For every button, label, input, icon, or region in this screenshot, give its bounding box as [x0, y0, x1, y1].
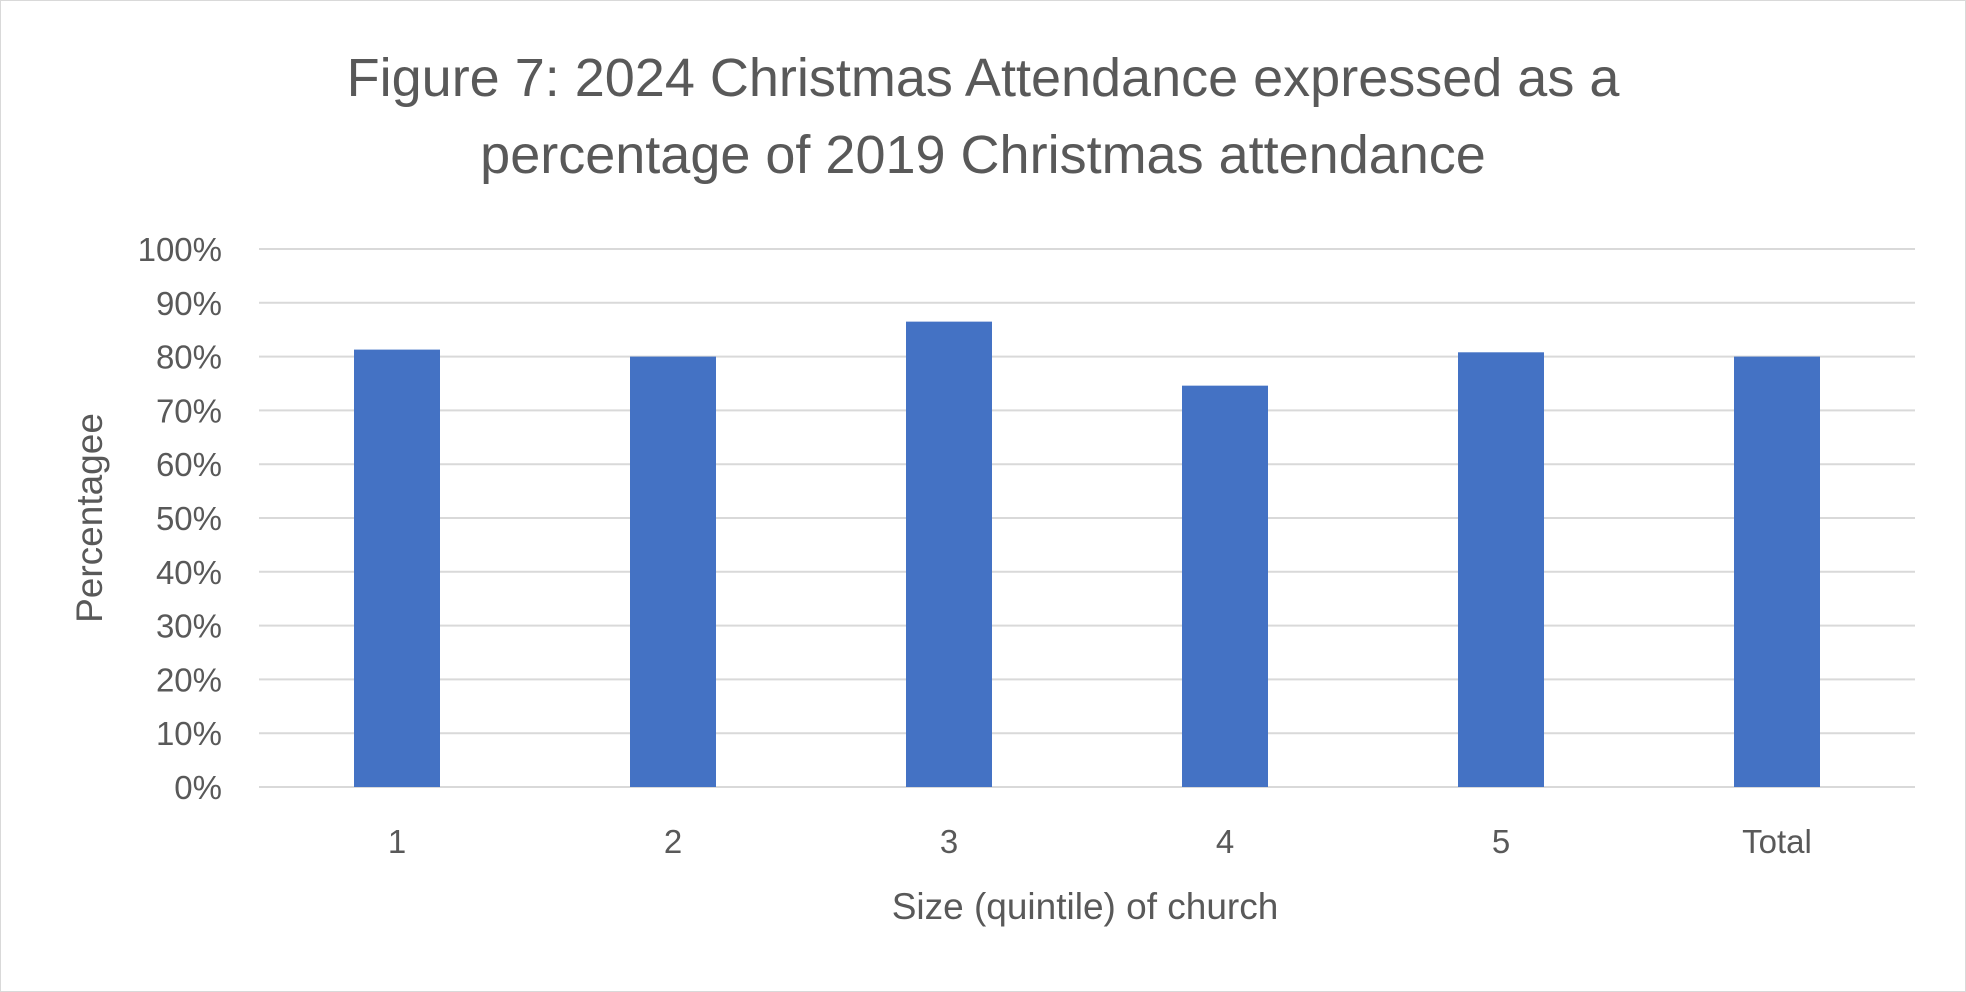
bars	[354, 321, 1820, 787]
bar-2	[630, 356, 716, 787]
x-axis-tick-labels: 1 2 3 4 5 Total	[388, 823, 1812, 860]
bar-1	[354, 349, 440, 787]
x-tick-label: 5	[1492, 823, 1510, 860]
chart-title-line-1: Figure 7: 2024 Christmas Attendance expr…	[347, 48, 1621, 108]
bar-total	[1734, 356, 1820, 787]
y-tick-label: 0%	[174, 769, 222, 806]
y-tick-label: 90%	[156, 285, 222, 322]
y-tick-label: 50%	[156, 500, 222, 537]
bar-5	[1458, 352, 1544, 787]
y-axis-title: Percentagee	[69, 413, 110, 623]
x-tick-label: 1	[388, 823, 406, 860]
y-tick-label: 60%	[156, 446, 222, 483]
gridlines	[259, 248, 1915, 788]
bar-3	[906, 321, 992, 787]
y-tick-label: 40%	[156, 554, 222, 591]
y-tick-label: 70%	[156, 392, 222, 429]
x-tick-label: 2	[664, 823, 682, 860]
chart-title-line-2: percentage of 2019 Christmas attendance	[480, 125, 1486, 185]
y-tick-label: 10%	[156, 715, 222, 752]
x-axis-title: Size (quintile) of church	[892, 886, 1279, 927]
y-tick-label: 100%	[138, 231, 222, 268]
bar-4	[1182, 385, 1268, 787]
x-tick-label: 3	[940, 823, 958, 860]
x-tick-label: 4	[1216, 823, 1234, 860]
y-tick-label: 20%	[156, 661, 222, 698]
y-axis-tick-labels: 0% 10% 20% 30% 40% 50% 60% 70% 80% 90% 100%	[138, 231, 222, 806]
y-tick-label: 30%	[156, 608, 222, 645]
x-tick-label: Total	[1742, 823, 1812, 860]
y-tick-label: 80%	[156, 339, 222, 376]
